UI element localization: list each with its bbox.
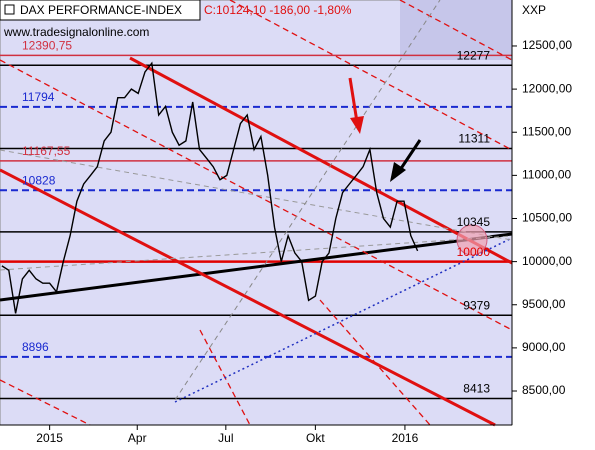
arrows	[348, 77, 422, 182]
icon	[4, 4, 15, 15]
y-tick-label: 9000,00	[522, 340, 566, 354]
plot-area	[0, 0, 513, 426]
x-tick-label: Okt	[306, 431, 325, 445]
level-label: 11311	[458, 132, 490, 146]
source: www.tradesignalonline.com	[3, 25, 149, 39]
price-line	[1, 61, 419, 314]
level-label: 12277	[457, 48, 491, 62]
chart-subtitle: C:10124,10 -186,00 -1,80%	[204, 3, 352, 17]
title-box	[0, 0, 201, 21]
y-tick-label: 8500,00	[522, 383, 566, 397]
x-tick-label: Jul	[218, 431, 233, 445]
x-tick-label: 2016	[392, 431, 419, 445]
level-label: 8413	[463, 382, 490, 396]
level-label: 8896	[22, 340, 49, 354]
trend-lines	[0, 0, 513, 427]
level-label: 11794	[22, 90, 55, 104]
y-tick-label: 12500,00	[522, 38, 572, 52]
level-label: 11167,55	[22, 144, 71, 158]
level-label: 10000	[457, 245, 491, 259]
level-label: 10828	[22, 173, 56, 187]
y-tick-label: 11000,00	[522, 168, 571, 182]
x-tick-label: 2015	[36, 431, 63, 445]
y-tick-label: 9500,00	[522, 297, 566, 311]
level-label: 9379	[463, 298, 490, 312]
level-label: 10345	[457, 215, 491, 229]
x-tick-label: Apr	[128, 431, 147, 445]
y-tick-label: 10000,00	[522, 254, 572, 268]
chart-title: DAX PERFORMANCE-INDEX	[20, 3, 182, 17]
y-tick-label: 12000,00	[522, 81, 572, 95]
axis-label: XXP	[522, 3, 546, 17]
y-tick-label: 10500,00	[522, 211, 572, 225]
level-label: 12390,75	[22, 39, 72, 53]
y-tick-label: 11500,00	[522, 124, 571, 138]
